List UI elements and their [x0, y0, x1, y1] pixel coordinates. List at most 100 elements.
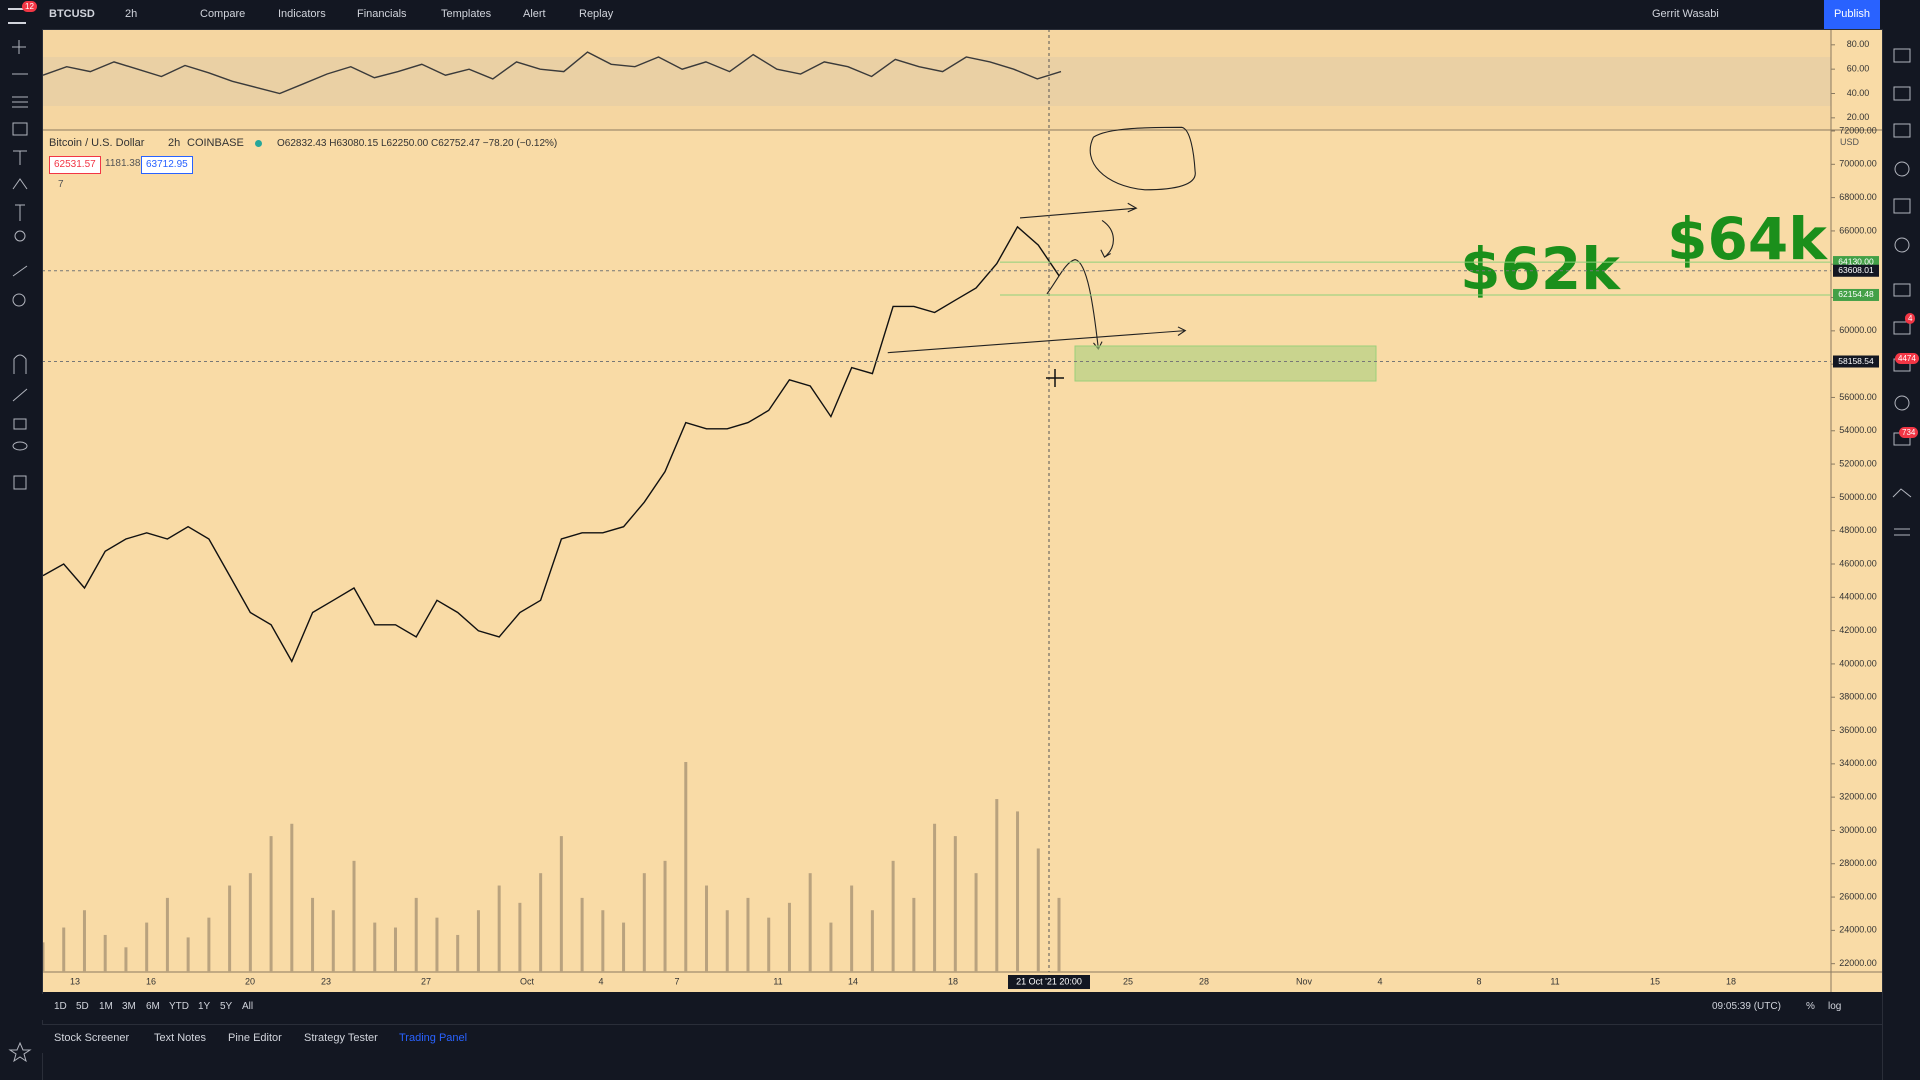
sidebar-icon[interactable] [1892, 488, 1912, 498]
financials[interactable]: Financials [357, 8, 407, 20]
sidebar-icon[interactable] [1893, 198, 1911, 214]
volume-bar [684, 762, 688, 972]
status-dot [255, 140, 262, 147]
range-button[interactable]: 5Y [220, 1001, 233, 1012]
tool-icon[interactable] [12, 40, 26, 54]
sidebar-icon[interactable] [1894, 161, 1910, 177]
tab[interactable]: Strategy Tester [304, 1032, 378, 1044]
templates[interactable]: Templates [441, 8, 492, 20]
interval[interactable]: 2h [125, 8, 138, 20]
favorites-icon[interactable] [8, 1041, 32, 1063]
volume-bar [933, 823, 937, 972]
range-button[interactable]: 5D [76, 1001, 89, 1012]
x-tick-label: 18 [948, 976, 958, 986]
rsi-band [42, 57, 1831, 106]
volume-bar [103, 934, 107, 972]
indicators[interactable]: Indicators [278, 8, 326, 20]
volume-bar [850, 885, 854, 972]
volume-bar [331, 910, 335, 972]
volume-bar [1016, 811, 1020, 972]
sidebar-icon[interactable] [1893, 321, 1911, 335]
top-toolbar: 12 BTCUSD 2h Compare Indicators Financia… [0, 0, 1920, 30]
sidebar-icon[interactable] [1894, 237, 1910, 253]
annotation: $62k [1460, 235, 1621, 303]
currency[interactable]: USD [1840, 137, 1860, 147]
hand-drawings [887, 126, 1196, 354]
tool-icon[interactable] [13, 475, 27, 490]
tool-icon[interactable] [14, 230, 26, 242]
volume-bar [559, 836, 563, 972]
volume-bar [311, 897, 315, 972]
tool-icon[interactable] [13, 150, 27, 165]
bid-box[interactable]: 62531.57 [49, 156, 101, 174]
price-marker-label: 58158.54 [1838, 356, 1874, 366]
log-toggle[interactable]: log [1828, 1001, 1842, 1012]
tab[interactable]: Pine Editor [228, 1032, 282, 1044]
volume-bar [539, 873, 543, 972]
sidebar-icon[interactable] [1893, 283, 1911, 297]
tool-icon[interactable] [12, 96, 28, 108]
tab[interactable]: Text Notes [154, 1032, 206, 1044]
tool-icon[interactable] [12, 293, 26, 307]
x-tick-label: 11 [773, 976, 782, 986]
percent-toggle[interactable]: % [1806, 1001, 1815, 1012]
volume-bar [290, 823, 294, 972]
volume-bar [1057, 897, 1061, 972]
sidebar-icon[interactable] [1893, 48, 1911, 63]
compare[interactable]: Compare [200, 8, 246, 20]
tool-icon[interactable] [12, 265, 28, 277]
y-tick-label: 70000.00 [1839, 159, 1877, 169]
volume-bar [145, 922, 149, 972]
menu-icon[interactable] [8, 8, 26, 24]
tab[interactable]: Trading Panel [399, 1032, 468, 1044]
x-tick-label: 8 [1476, 976, 1481, 986]
y-tick-label: 52000.00 [1839, 458, 1877, 468]
range-button[interactable]: 6M [146, 1001, 160, 1012]
volume-bar [622, 922, 626, 972]
tool-icon[interactable] [12, 178, 28, 190]
tab[interactable]: Stock Screener [54, 1032, 130, 1044]
range-button[interactable]: 1Y [198, 1001, 211, 1012]
y-tick-label: 54000.00 [1839, 425, 1877, 435]
ask-box[interactable]: 63712.95 [141, 156, 193, 174]
indicator-count[interactable]: 7 [58, 179, 64, 190]
sidebar-icon[interactable] [1893, 123, 1911, 138]
volume-bar [186, 937, 190, 972]
range-button[interactable]: 1M [99, 1001, 113, 1012]
sidebar-icon[interactable] [1893, 86, 1911, 101]
user[interactable]: Gerrit Wasabi [1652, 8, 1719, 20]
publish-button[interactable]: Publish [1824, 0, 1880, 29]
x-tick-label: Oct [520, 976, 535, 986]
symbol[interactable]: BTCUSD [49, 8, 95, 20]
volume-bar [41, 942, 45, 972]
y-tick-label: 56000.00 [1839, 392, 1877, 402]
volume-bar [476, 910, 480, 972]
sidebar-icon[interactable] [1894, 528, 1910, 536]
volume-bar [808, 873, 812, 972]
tool-icon[interactable] [13, 354, 27, 374]
volume-bar [497, 885, 501, 972]
y-tick-label: 42000.00 [1839, 625, 1877, 635]
tool-icon[interactable] [12, 122, 28, 136]
tool-icon[interactable] [12, 388, 28, 402]
price-marker [1833, 264, 1879, 277]
tool-icon[interactable] [13, 418, 27, 430]
y-tick-label: 44000.00 [1839, 592, 1877, 602]
x-tick-label: 11 [1550, 976, 1559, 986]
range-button[interactable]: YTD [169, 1001, 189, 1012]
alert[interactable]: Alert [523, 8, 546, 20]
bottom-panel [42, 1024, 1882, 1053]
sidebar-icon[interactable] [1894, 395, 1910, 411]
range-button[interactable]: 3M [122, 1001, 136, 1012]
volume-bar [456, 934, 460, 972]
range-bar [42, 994, 1882, 1020]
volume-bar [725, 910, 729, 972]
range-button[interactable]: All [242, 1001, 254, 1012]
replay[interactable]: Replay [579, 8, 614, 20]
volume-bar [165, 897, 169, 972]
badge: 4474 [1895, 353, 1919, 364]
tool-icon[interactable] [15, 204, 25, 221]
range-button[interactable]: 1D [54, 1001, 67, 1012]
tool-icon[interactable] [12, 441, 28, 451]
